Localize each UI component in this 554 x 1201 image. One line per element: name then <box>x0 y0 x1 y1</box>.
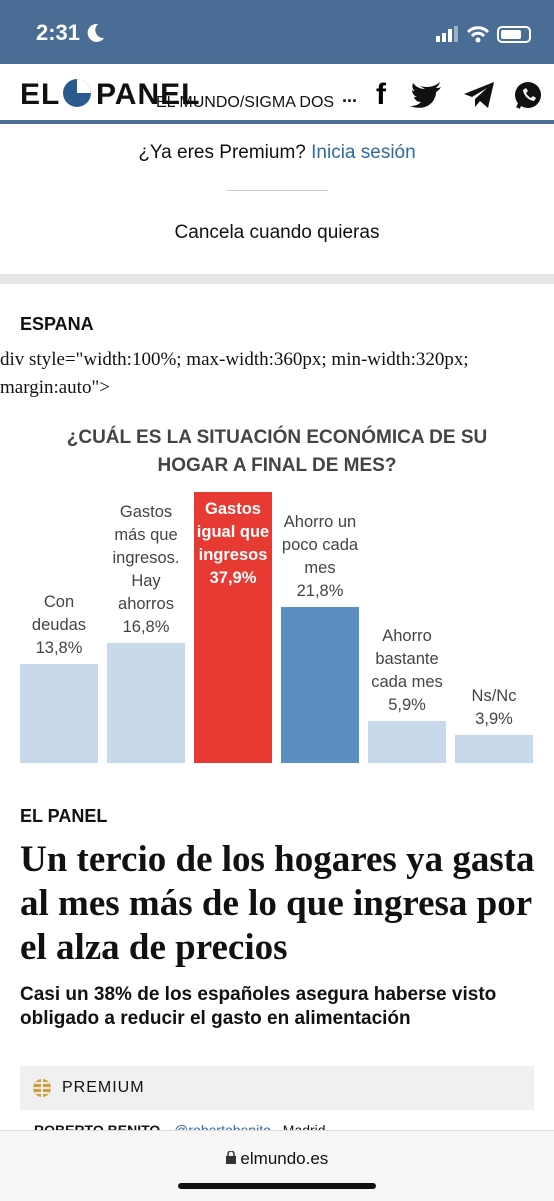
value-label: 21,8% <box>296 582 344 601</box>
section: ESPANA <box>20 314 94 334</box>
url: elmundo.es <box>240 1149 329 1168</box>
value-label: 5,9% <box>388 695 426 714</box>
bar <box>194 492 272 763</box>
badge-icon <box>33 1079 51 1097</box>
browser-bar: elmundo.es <box>0 1130 554 1201</box>
logo-icon <box>63 79 91 107</box>
cancel-text: Cancela cuando quieras <box>174 222 380 243</box>
category-label: Ahorro bastante cada mes <box>371 626 443 691</box>
login-link[interactable]: Inicia sesión <box>311 142 416 163</box>
category-label: Con deudas <box>31 593 87 635</box>
more-button[interactable]: ... <box>342 86 358 106</box>
moon-icon <box>87 23 104 42</box>
bar-label: Gastos igual que ingresos 37,9% <box>191 498 275 590</box>
bar <box>20 664 98 763</box>
bar <box>455 735 533 763</box>
url-bar[interactable]: elmundo.es <box>0 1149 554 1169</box>
logo-text: PANEL <box>96 78 201 111</box>
site-header: EL PANEL EL MUNDO/SIGMA DOS ... f <box>0 64 554 124</box>
status-bar: 2:31 <box>0 0 554 64</box>
source: EL MUNDO/SIGMA DOS <box>156 94 335 111</box>
status-icons <box>436 26 531 43</box>
bar <box>281 607 359 763</box>
kicker: EL PANEL <box>20 806 108 826</box>
value-label: 3,9% <box>475 710 513 729</box>
logo-text: EL <box>20 78 61 111</box>
premium-badge: PREMIUM <box>20 1066 534 1110</box>
bar-label: Gastos más que ingresos. Hay ahorros 16,8… <box>104 501 188 639</box>
value-label: 13,8% <box>35 639 83 658</box>
clock: 2:31 <box>36 20 81 45</box>
raw-markup: div style="width:100%; max-width:360px; … <box>0 349 469 398</box>
svg-text:f: f <box>376 78 387 111</box>
value-label: 37,9% <box>209 569 257 587</box>
premium-prompt: ¿Ya eres Premium? Inicia sesión <box>0 142 554 164</box>
share-icons[interactable]: f <box>372 78 548 112</box>
headline: Un tercio de los hogares ya gasta al mes… <box>20 839 535 968</box>
question: ¿Ya eres Premium? <box>138 142 306 163</box>
lock-icon <box>225 1150 236 1164</box>
home-indicator <box>178 1183 376 1189</box>
chart-title: ¿CUÁL ES LA SITUACIÓN ECONÓMICA DE SU HO… <box>66 427 488 476</box>
bar-label: Ns/Nc 3,9% <box>452 685 536 731</box>
separator <box>0 274 554 284</box>
category-label: Gastos igual que ingresos <box>196 500 270 564</box>
divider <box>226 190 328 191</box>
category-label: Ns/Nc <box>471 687 517 706</box>
value-label: 16,8% <box>122 617 170 636</box>
bar-label: Ahorro un poco cada mes 21,8% <box>278 511 362 603</box>
bar-label: Con deudas 13,8% <box>17 591 101 660</box>
subheadline: Casi un 38% de los españoles asegura hab… <box>20 984 497 1029</box>
bar <box>107 642 185 763</box>
chart: Con deudas 13,8% Gastos más que ingresos. … <box>0 480 554 770</box>
category-label: Gastos más que ingresos. Hay ahorros <box>112 502 180 613</box>
bar-label: Ahorro bastante cada mes 5,9% <box>365 625 449 717</box>
category-label: Ahorro un poco cada mes <box>281 513 359 578</box>
bar <box>368 720 446 763</box>
badge-text: PREMIUM <box>62 1079 145 1096</box>
